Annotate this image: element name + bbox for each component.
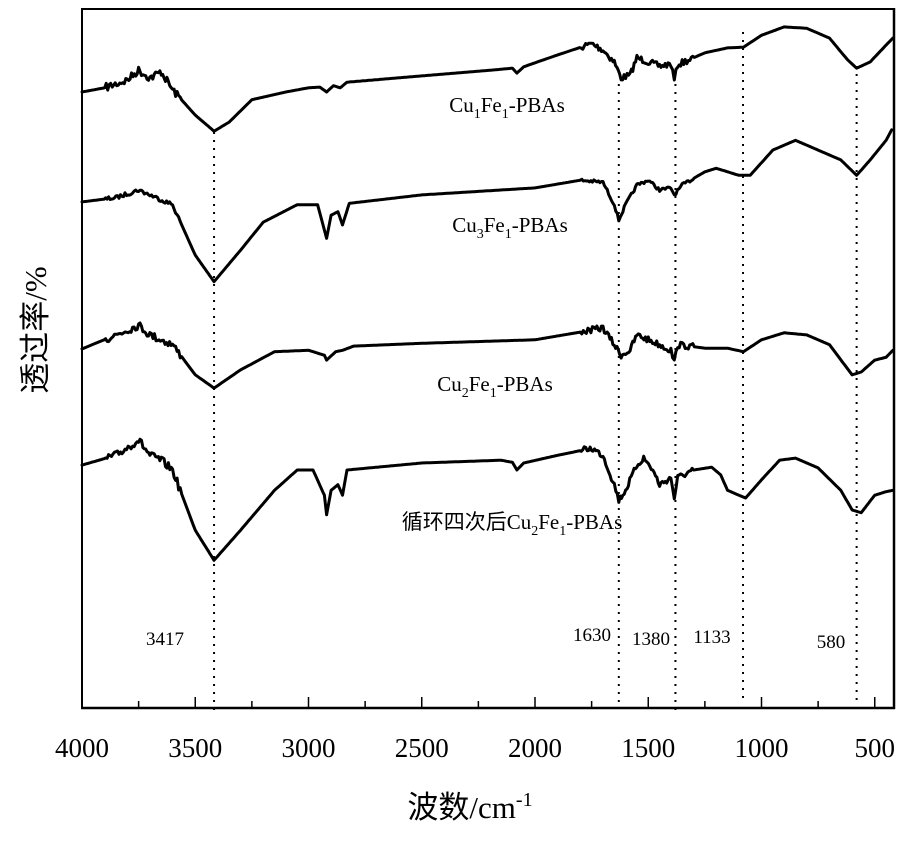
spectrum-line-2 xyxy=(80,128,894,284)
plot-frame xyxy=(81,8,896,710)
subscript: 1 xyxy=(559,524,566,539)
label-text: -PBAs xyxy=(566,510,622,534)
subscript: 1 xyxy=(502,107,509,122)
x-tick-label: 3000 xyxy=(282,733,336,763)
label-text: -PBAs xyxy=(497,372,553,396)
peak-label-1133: 1133 xyxy=(693,627,730,648)
spectrum-line-1 xyxy=(80,25,895,133)
subscript: 1 xyxy=(474,107,481,122)
series-labels: Cu1Fe1-PBAsCu3Fe1-PBAsCu2Fe1-PBAs循环四次后Cu… xyxy=(402,93,623,539)
x-axis-title: 波数/cm-1 xyxy=(407,789,532,825)
label-text: Cu xyxy=(452,213,477,237)
peak-label-1380: 1380 xyxy=(632,629,670,650)
subscript: 2 xyxy=(462,386,469,401)
peak-guide-lines xyxy=(213,32,858,716)
x-tick-label: 3500 xyxy=(168,733,222,763)
subscript: 1 xyxy=(505,227,512,242)
spectrum-line-3 xyxy=(80,321,895,390)
label-text: -PBAs xyxy=(509,93,565,117)
x-tick-label: 500 xyxy=(855,733,896,763)
label-text: -PBAs xyxy=(512,213,568,237)
peak-label-1630: 1630 xyxy=(573,625,611,646)
series-label-3: Cu2Fe1-PBAs xyxy=(437,372,553,401)
subscript: 2 xyxy=(531,524,538,539)
spectra xyxy=(80,25,895,562)
label-text: Fe xyxy=(469,372,490,396)
x-tick-label: 4000 xyxy=(55,733,109,763)
label-text: Fe xyxy=(484,213,505,237)
x-tick-label: 2000 xyxy=(508,733,562,763)
spectrum-line-4 xyxy=(80,437,895,562)
x-tick-label: 1500 xyxy=(621,733,675,763)
x-ticks: 4000 3500 3000 2500 2000 1500 1000 500 xyxy=(55,697,895,763)
series-label-2: Cu3Fe1-PBAs xyxy=(452,213,568,242)
label-text: Fe xyxy=(538,510,559,534)
label-text: 循环四次后Cu xyxy=(402,510,532,534)
series-label-4: 循环四次后Cu2Fe1-PBAs xyxy=(402,510,623,539)
x-tick-label: 1000 xyxy=(735,733,789,763)
subscript: 1 xyxy=(490,386,497,401)
peak-label-3417: 3417 xyxy=(146,629,184,650)
label-text: Cu xyxy=(449,93,474,117)
peak-label-580: 580 xyxy=(817,632,846,653)
y-axis-title: 透过率/% xyxy=(18,266,53,393)
subscript: 3 xyxy=(477,227,484,242)
x-tick-label: 2500 xyxy=(395,733,449,763)
series-label-1: Cu1Fe1-PBAs xyxy=(449,93,565,122)
peak-labels: 3417 1630 1380 1133 580 xyxy=(146,625,845,653)
label-text: Cu xyxy=(437,372,462,396)
label-text: Fe xyxy=(481,93,502,117)
